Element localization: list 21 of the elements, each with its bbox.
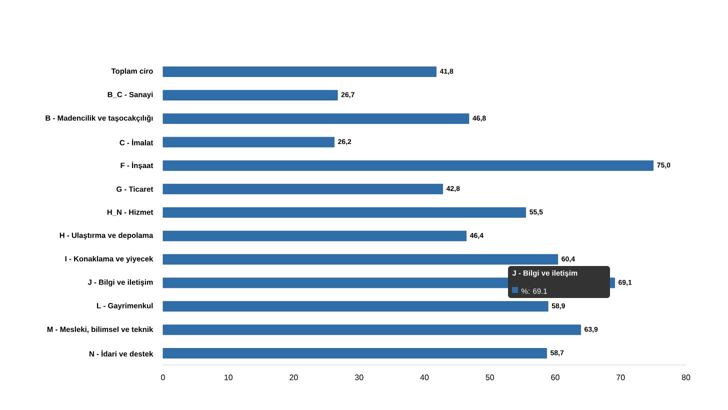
x-tick-label: 80 bbox=[682, 374, 690, 380]
bar bbox=[162, 324, 581, 336]
x-tick-label: 0 bbox=[161, 374, 165, 380]
x-tick-label: 50 bbox=[486, 374, 494, 380]
bar bbox=[162, 184, 444, 194]
x-tick-label: 70 bbox=[616, 374, 625, 380]
x-tick-label: 20 bbox=[290, 374, 298, 380]
bar bbox=[162, 207, 526, 218]
bar bbox=[162, 113, 470, 124]
x-tick-label: 40 bbox=[420, 374, 429, 380]
bar bbox=[162, 348, 547, 358]
x-tick-label: 60 bbox=[551, 374, 560, 380]
bar bbox=[162, 66, 436, 77]
bar bbox=[162, 160, 654, 171]
bar bbox=[162, 254, 558, 265]
bar bbox=[162, 230, 467, 242]
bar bbox=[162, 90, 338, 100]
x-tick-label: 30 bbox=[354, 374, 364, 380]
bar bbox=[162, 136, 334, 148]
bar bbox=[162, 301, 548, 312]
x-tick-label: 10 bbox=[224, 374, 233, 380]
